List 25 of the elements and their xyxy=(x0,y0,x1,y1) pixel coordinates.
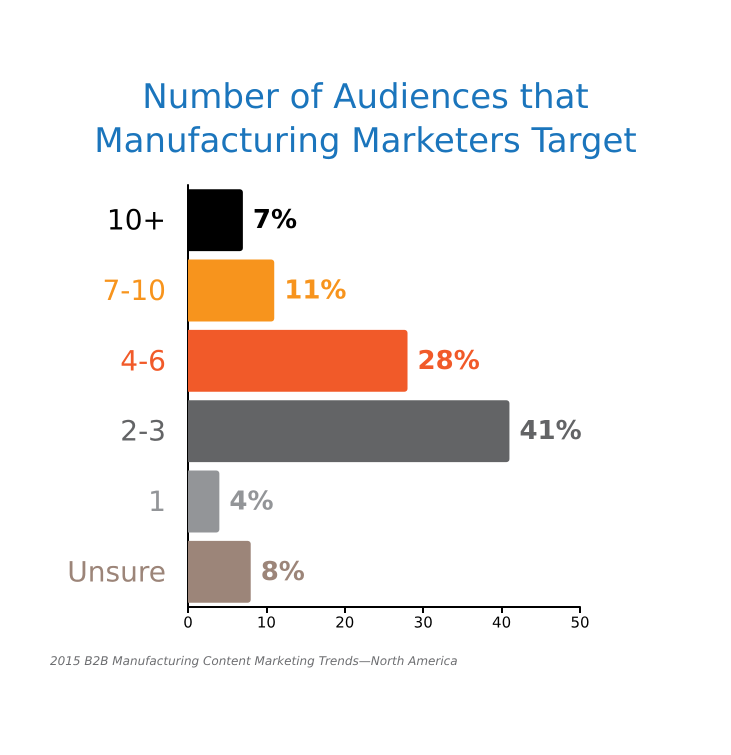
chart-title: Number of Audiences that Manufacturing Marketers Target xyxy=(94,77,637,161)
data-label: 7% xyxy=(252,205,298,236)
y-tick-label: 1 xyxy=(148,485,166,518)
x-tick-label: 50 xyxy=(570,614,590,632)
y-tick-label: 4-6 xyxy=(120,344,166,378)
x-tick-label: 20 xyxy=(335,614,354,632)
x-tick-label: 40 xyxy=(492,614,512,632)
bar xyxy=(188,400,510,462)
data-label: 41% xyxy=(519,416,582,446)
x-tick-label: 0 xyxy=(183,614,193,632)
y-tick-label: 7-10 xyxy=(102,274,166,307)
bar xyxy=(188,330,408,392)
bar xyxy=(188,260,274,322)
text: 2015 B2B Manufacturing Content Marketing Trends—North America xyxy=(50,654,458,668)
x-tick-label: 30 xyxy=(414,614,433,632)
bar xyxy=(188,540,251,603)
data-label: 8% xyxy=(260,556,305,587)
data-label: 28% xyxy=(418,346,480,376)
data-label: 4% xyxy=(229,486,274,516)
x-tick-label: 10 xyxy=(256,614,276,632)
y-tick-label: 10+ xyxy=(106,204,166,237)
data-label: 11% xyxy=(284,276,346,306)
bar xyxy=(188,470,220,532)
y-tick-label: Unsure xyxy=(67,555,166,588)
y-tick-label: 2-3 xyxy=(120,414,166,448)
